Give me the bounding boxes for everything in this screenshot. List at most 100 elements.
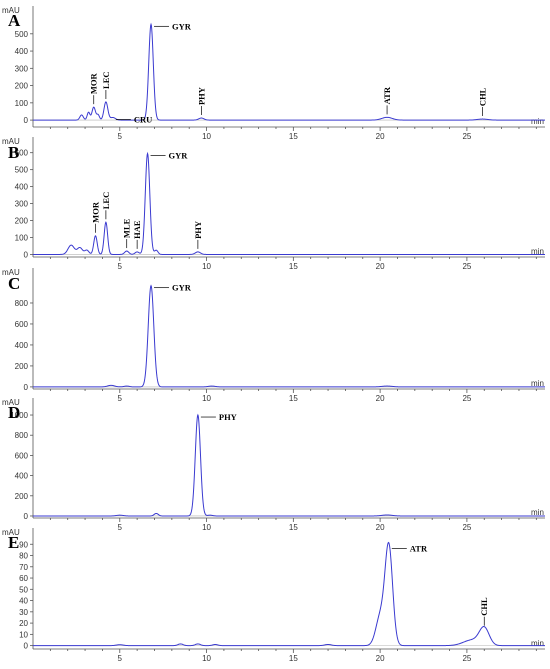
y-tick-label: 100: [15, 99, 29, 108]
x-tick-label: 10: [202, 262, 211, 271]
x-tick-label: 20: [376, 654, 385, 663]
peak-label: GYR: [169, 151, 189, 161]
y-unit-label: mAU: [2, 137, 20, 146]
peak-label: CHL: [478, 87, 488, 106]
chart-panel-c: mAU min 0 200 400 600 800 5 10 15 20 25 C GYR: [2, 268, 545, 403]
x-unit-label: min: [531, 247, 544, 256]
y-tick-label: 300: [15, 200, 29, 209]
y-tick-label: 0: [24, 250, 29, 259]
panel-letter: D: [8, 403, 20, 422]
y-unit-label: mAU: [2, 6, 20, 15]
y-tick-label: 800: [15, 431, 29, 440]
x-tick-label: 25: [462, 523, 471, 532]
peak-label: PHY: [219, 412, 237, 422]
y-tick-label: 0: [24, 642, 29, 651]
y-tick-label: 80: [19, 552, 28, 561]
y-tick-label: 40: [19, 597, 28, 606]
y-tick-label: 500: [15, 30, 29, 39]
peak-label: PHY: [193, 221, 203, 239]
x-tick-label: 15: [289, 132, 298, 141]
chart-panel-e: mAU min 0 10 20 30 40 50 60 70 80 90 5 10 15 20 25 E ATR CH…: [2, 528, 545, 663]
peak-label: MOR: [90, 201, 100, 223]
y-tick-label: 400: [15, 472, 29, 481]
peak-label: ATR: [410, 544, 428, 554]
x-unit-label: min: [531, 639, 544, 648]
y-tick-label: 400: [15, 341, 29, 350]
x-tick-label: 10: [202, 132, 211, 141]
y-tick-label: 300: [15, 64, 29, 73]
y-tick-label: 800: [15, 299, 29, 308]
x-tick-label: 10: [202, 394, 211, 403]
y-tick-label: 20: [19, 619, 28, 628]
peak-label: LEC: [101, 192, 111, 209]
y-tick-label: 200: [15, 492, 29, 501]
y-tick-label: 0: [24, 383, 29, 392]
y-tick-label: 400: [15, 183, 29, 192]
x-tick-label: 20: [376, 394, 385, 403]
y-tick-label: 70: [19, 563, 28, 572]
x-tick-label: 25: [462, 262, 471, 271]
y-unit-label: mAU: [2, 398, 20, 407]
peak-label: CHL: [479, 597, 489, 616]
panel-letter: A: [8, 11, 21, 30]
x-tick-label: 25: [462, 654, 471, 663]
x-tick-label: 25: [462, 132, 471, 141]
chromatogram-trace: [33, 541, 545, 647]
chromatogram-trace: [33, 413, 545, 517]
x-tick-label: 20: [376, 523, 385, 532]
y-tick-label: 500: [15, 166, 29, 175]
y-tick-label: 0: [24, 116, 29, 125]
y-unit-label: mAU: [2, 268, 20, 277]
y-tick-label: 30: [19, 608, 28, 617]
x-tick-label: 5: [118, 523, 123, 532]
panel-letter: B: [8, 143, 19, 162]
x-tick-label: 20: [376, 132, 385, 141]
x-tick-label: 15: [289, 262, 298, 271]
x-unit-label: min: [531, 117, 544, 126]
peak-label: GYR: [172, 21, 192, 31]
chart-panel-a: mAU min 0 100 200 300 400 500 5 10 15 20 25 A MOR LEC CR…: [2, 6, 545, 141]
y-tick-label: 1000: [10, 411, 28, 420]
x-tick-label: 25: [462, 394, 471, 403]
panel-letter: E: [8, 533, 19, 552]
x-tick-label: 15: [289, 394, 298, 403]
peak-label: PHY: [196, 87, 206, 105]
x-tick-label: 5: [118, 654, 123, 663]
y-tick-label: 60: [19, 574, 28, 583]
x-tick-label: 10: [202, 523, 211, 532]
chromatogram-trace: [33, 151, 545, 255]
x-unit-label: min: [531, 379, 544, 388]
x-unit-label: min: [531, 508, 544, 517]
peak-label: HAE: [132, 220, 142, 239]
y-tick-label: 600: [15, 320, 29, 329]
y-tick-label: 90: [19, 540, 28, 549]
x-tick-label: 15: [289, 523, 298, 532]
y-tick-label: 200: [15, 82, 29, 91]
chromatogram-trace: [33, 284, 545, 388]
chart-panel-d: mAU min 0 200 400 600 800 1000 5 10 15 20 25 D PHY: [2, 398, 545, 532]
x-tick-label: 5: [118, 262, 123, 271]
y-tick-label: 200: [15, 217, 29, 226]
peak-label: MLE: [122, 218, 132, 238]
x-tick-label: 5: [118, 132, 123, 141]
x-tick-label: 10: [202, 654, 211, 663]
y-tick-label: 100: [15, 233, 29, 242]
peak-label: MOR: [89, 73, 99, 95]
y-unit-label: mAU: [2, 528, 20, 537]
peak-label: GYR: [172, 283, 192, 293]
x-tick-label: 20: [376, 262, 385, 271]
y-tick-label: 600: [15, 149, 29, 158]
chart-panel-b: mAU min 0 100 200 300 400 500 600 5 10 15 20 25 B MORLE…: [2, 137, 545, 271]
y-tick-label: 50: [19, 585, 28, 594]
x-tick-label: 5: [118, 394, 123, 403]
y-tick-label: 0: [24, 512, 29, 521]
peak-label: CRU: [134, 115, 152, 125]
y-tick-label: 600: [15, 451, 29, 460]
x-tick-label: 15: [289, 654, 298, 663]
panel-letter: C: [8, 274, 20, 293]
y-tick-label: 200: [15, 362, 29, 371]
y-tick-label: 10: [19, 630, 28, 639]
peak-label: LEC: [101, 71, 111, 88]
peak-label: ATR: [382, 86, 392, 104]
